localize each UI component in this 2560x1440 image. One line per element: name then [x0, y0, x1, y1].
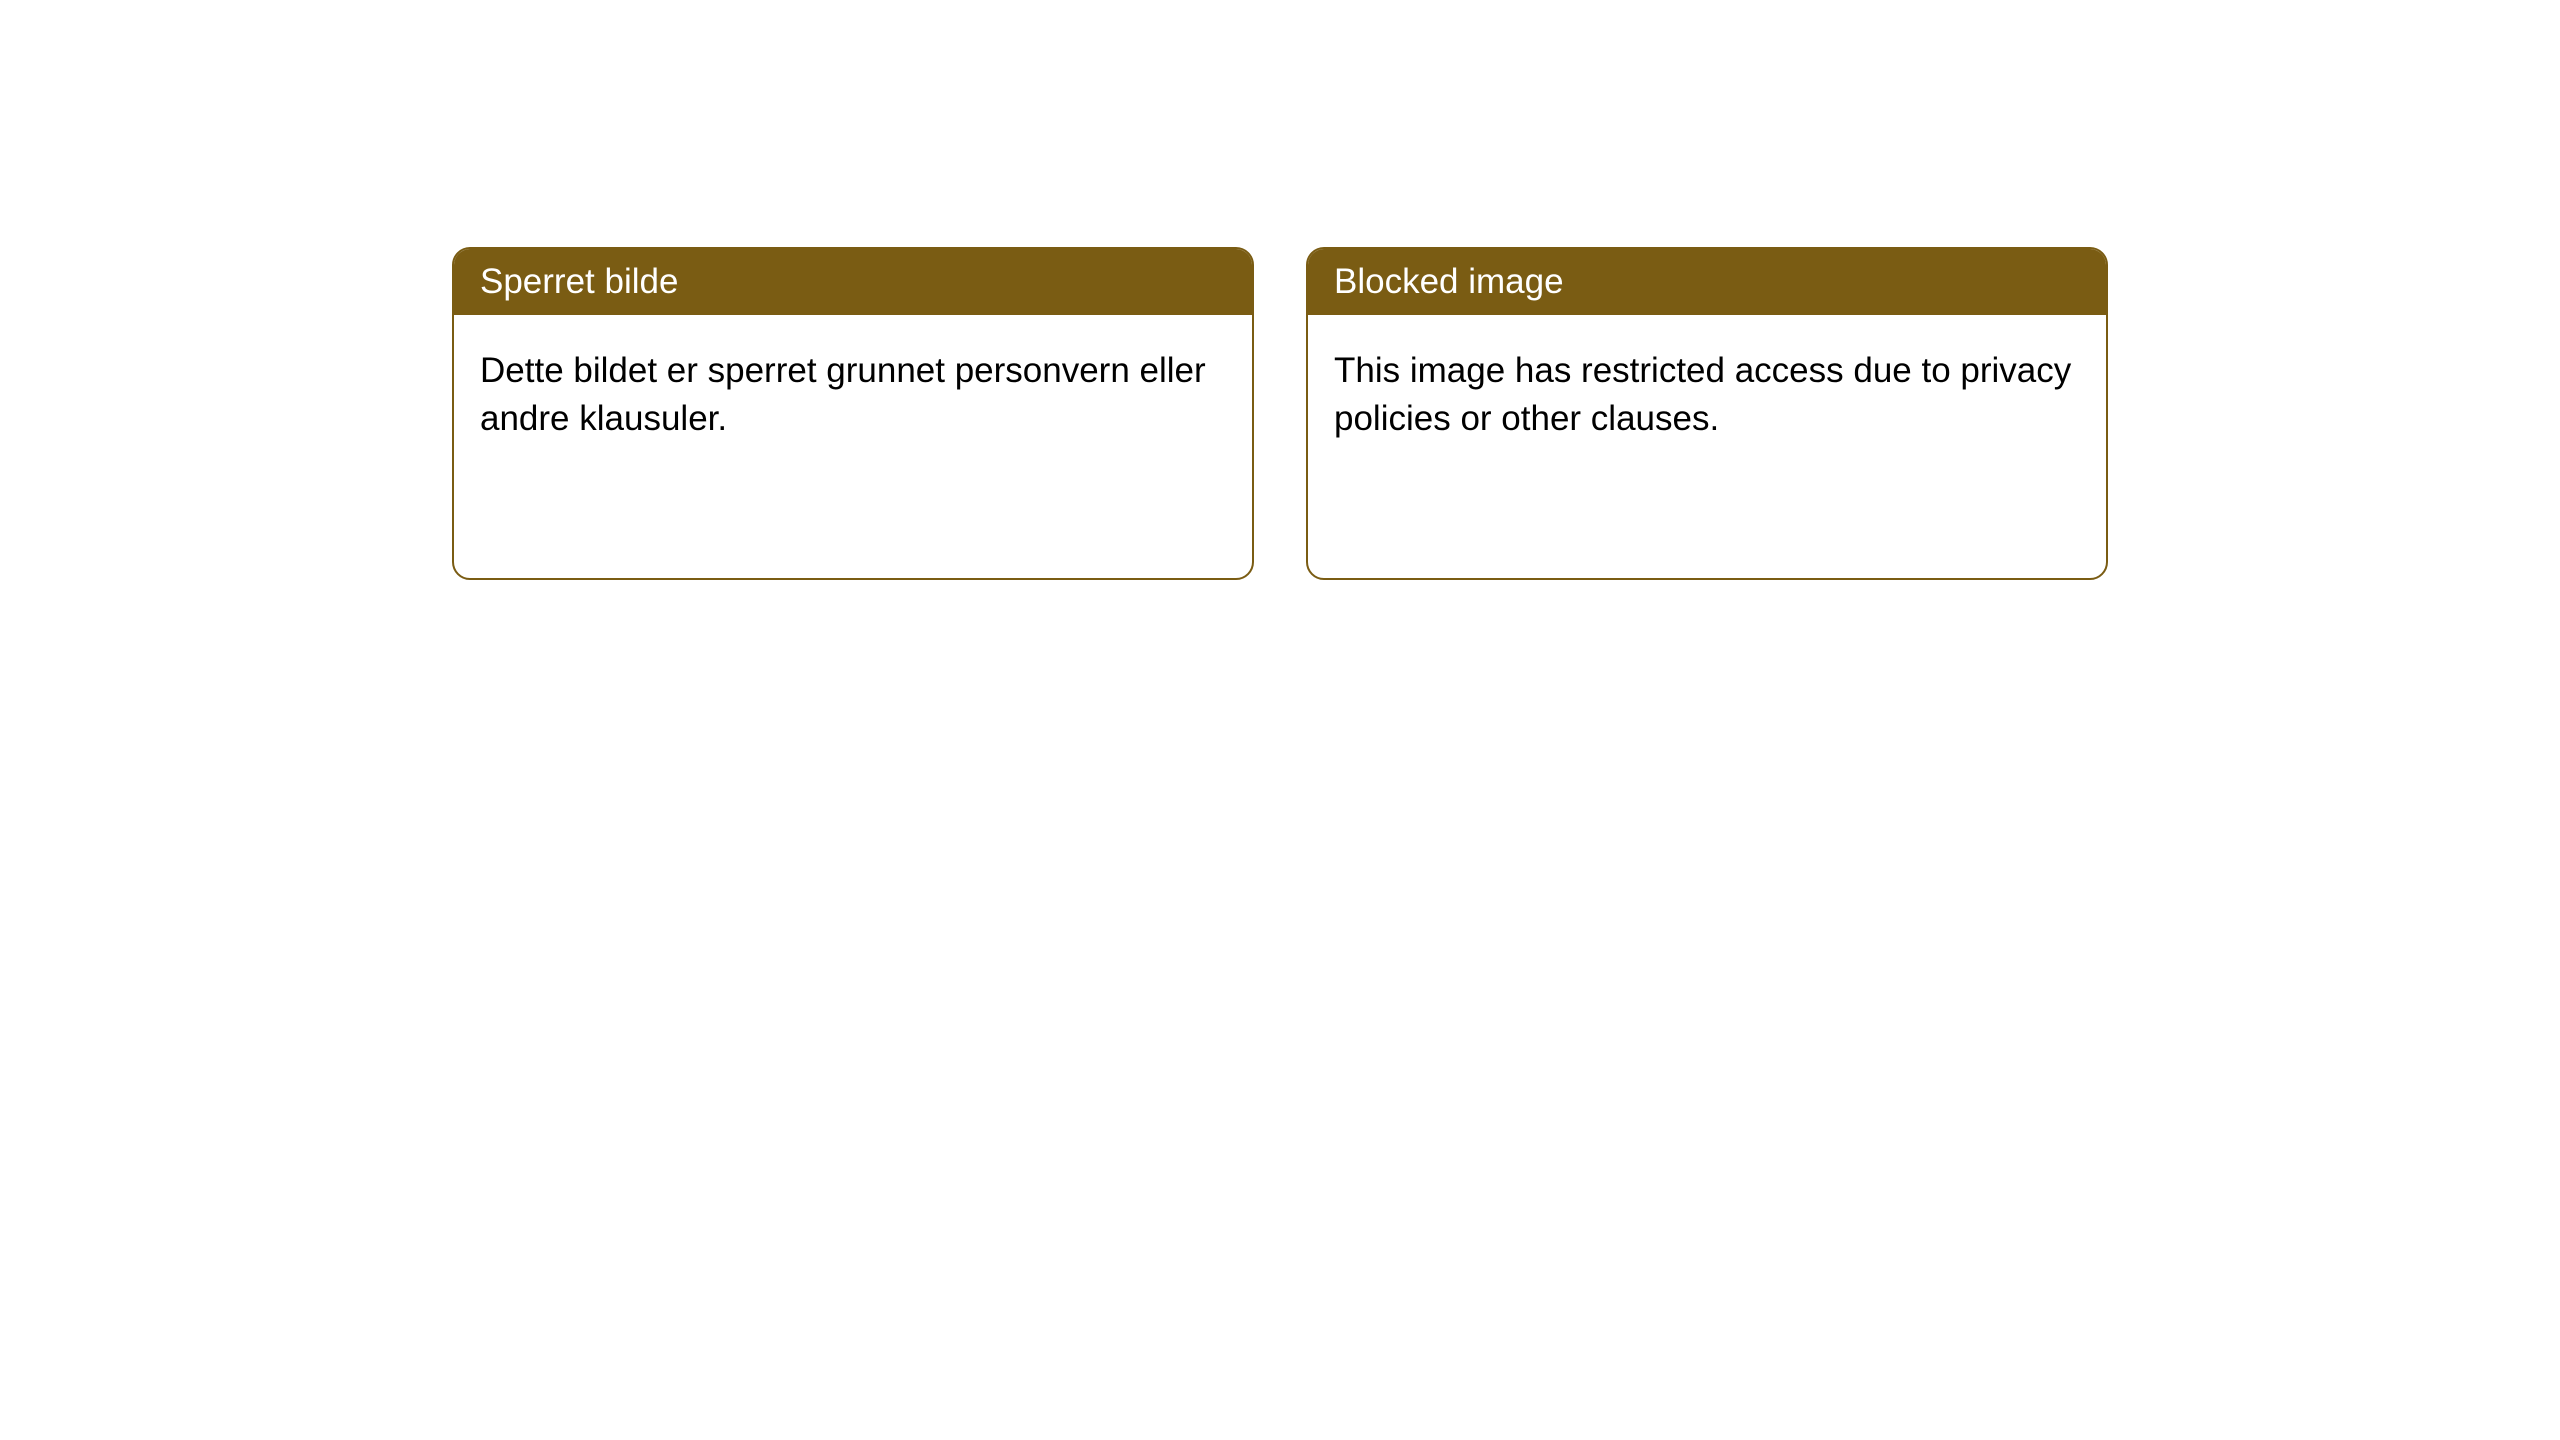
notice-header: Sperret bilde: [454, 249, 1252, 315]
notice-title: Sperret bilde: [480, 262, 678, 301]
notice-title: Blocked image: [1334, 262, 1564, 301]
notice-container: Sperret bilde Dette bildet er sperret gr…: [452, 247, 2108, 580]
notice-header: Blocked image: [1308, 249, 2106, 315]
notice-body: This image has restricted access due to …: [1308, 315, 2106, 476]
notice-box-norwegian: Sperret bilde Dette bildet er sperret gr…: [452, 247, 1254, 580]
notice-body: Dette bildet er sperret grunnet personve…: [454, 315, 1252, 476]
notice-box-english: Blocked image This image has restricted …: [1306, 247, 2108, 580]
notice-body-text: Dette bildet er sperret grunnet personve…: [480, 351, 1206, 438]
notice-body-text: This image has restricted access due to …: [1334, 351, 2071, 438]
